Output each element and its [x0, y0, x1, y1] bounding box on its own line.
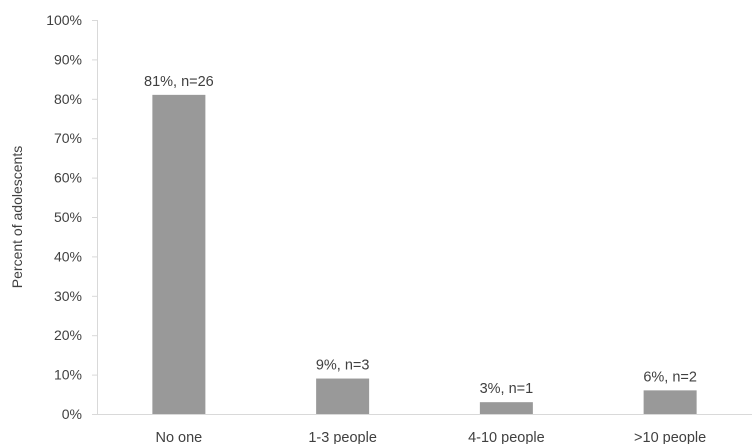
y-tick-label: 90% [54, 51, 82, 67]
y-tick-label: 30% [54, 288, 82, 304]
bar [152, 94, 206, 415]
x-category-label: 4-10 people [468, 430, 545, 444]
y-axis-title: Percent of adolescents [9, 146, 25, 288]
bar-data-label: 6%, n=2 [643, 369, 697, 385]
bar-data-label: 3%, n=1 [480, 381, 534, 397]
bar-data-label: 9%, n=3 [316, 358, 370, 374]
bars [152, 94, 697, 415]
y-tick-label: 50% [54, 209, 82, 225]
x-category-label: >10 people [634, 430, 706, 444]
y-tick-label: 10% [54, 367, 82, 383]
y-tick-label: 0% [62, 406, 82, 422]
x-category-label: 1-3 people [308, 430, 377, 444]
bar-data-label: 81%, n=26 [144, 74, 214, 90]
y-tick-label: 40% [54, 248, 82, 264]
data-labels: 81%, n=26 9%, n=3 3%, n=1 6%, n=2 [144, 74, 697, 397]
y-axis-ticks: 0% 10% 20% 30% 40% 50% 60% 70% 80% 90% 100% [46, 12, 97, 422]
y-tick-label: 80% [54, 91, 82, 107]
y-tick-label: 70% [54, 130, 82, 146]
bar [643, 390, 697, 414]
y-tick-label: 100% [46, 12, 82, 28]
x-category-label: No one [155, 430, 202, 444]
bar [316, 378, 370, 414]
bar [479, 402, 533, 414]
y-tick-label: 60% [54, 170, 82, 186]
x-axis-category-labels: No one 1-3 people 4-10 people >10 people [155, 430, 706, 444]
y-tick-label: 20% [54, 327, 82, 343]
